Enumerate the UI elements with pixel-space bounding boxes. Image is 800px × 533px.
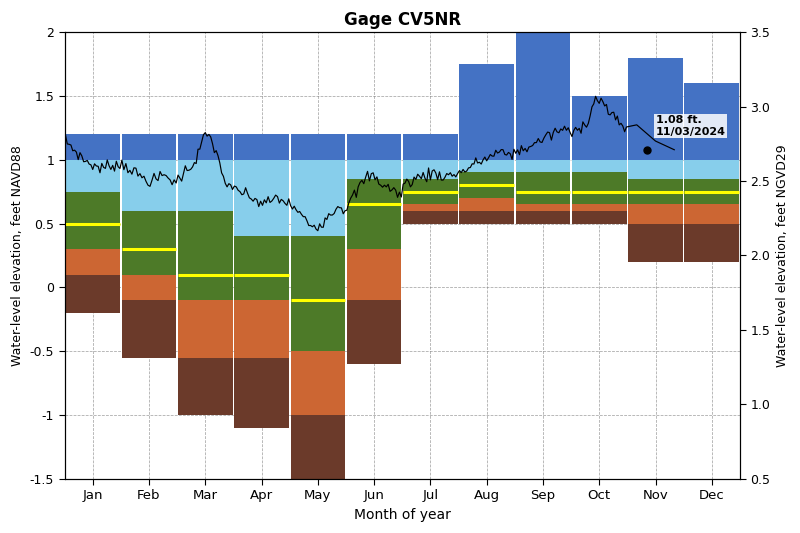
Y-axis label: Water-level elevation, feet NAVD88: Water-level elevation, feet NAVD88 xyxy=(11,145,24,366)
Y-axis label: Water-level elevation, feet NGVD29: Water-level elevation, feet NGVD29 xyxy=(776,144,789,367)
Text: 1.08 ft.
11/03/2024: 1.08 ft. 11/03/2024 xyxy=(655,115,726,137)
Title: Gage CV5NR: Gage CV5NR xyxy=(344,11,461,29)
X-axis label: Month of year: Month of year xyxy=(354,508,450,522)
